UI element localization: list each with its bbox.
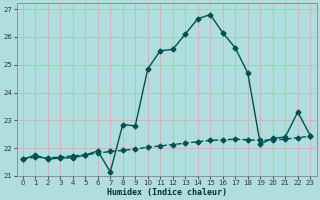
X-axis label: Humidex (Indice chaleur): Humidex (Indice chaleur) xyxy=(107,188,227,197)
